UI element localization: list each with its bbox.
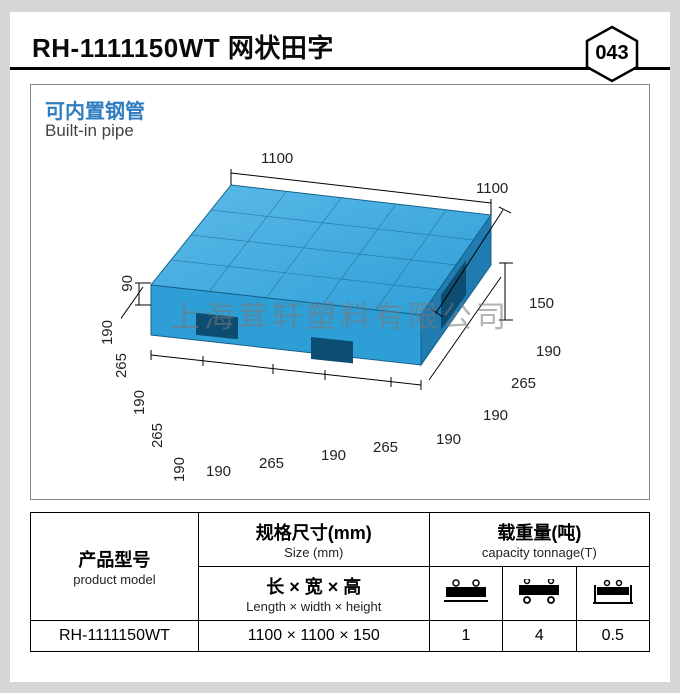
th-size: 规格尺寸(mm) Size (mm) [198,512,429,566]
dim-right-1: 265 [511,375,536,392]
th-capacity: 载重量(吨) capacity tonnage(T) [429,512,649,566]
pipe-note-cn: 可内置钢管 [45,95,145,124]
cell-size: 1100 × 1100 × 150 [198,620,429,651]
dim-front-0: 190 [206,463,231,480]
cap-icon-wheel [503,566,576,620]
figure-frame: 可内置钢管 Built-in pipe [30,84,650,500]
cell-cap1: 1 [429,620,502,651]
spec-table: 产品型号 product model 规格尺寸(mm) Size (mm) 载重… [30,512,650,652]
cap-icon-rack [576,566,649,620]
dim-front-3: 265 [373,439,398,456]
dim-top-left: 1100 [261,150,293,167]
dim-left-2: 190 [131,390,148,415]
rack-load-icon [589,579,637,605]
spec-sheet: RH-1111150WT 网状田字 043 可内置钢管 Built-in pip… [10,12,670,682]
cap-icon-floor [429,566,502,620]
floor-load-icon [442,579,490,605]
dim-top-right: 1100 [476,180,508,197]
th-model: 产品型号 product model [31,512,199,620]
header-bar: RH-1111150WT 网状田字 043 [10,22,670,70]
th-lwh: 长 × 宽 × 高 Length × width × height [198,566,429,620]
dim-height-left: 90 [119,275,136,292]
code-badge: 043 [582,24,642,84]
dim-right-2: 190 [536,343,561,360]
dim-right-0: 190 [483,407,508,424]
dim-height-right: 150 [529,295,554,312]
dim-front-4: 190 [436,431,461,448]
dim-front-2: 190 [321,447,346,464]
code-number: 043 [582,24,642,84]
cell-model: RH-1111150WT [31,620,199,651]
wheel-load-icon [515,579,563,605]
product-title: RH-1111150WT 网状田字 [32,28,334,65]
dim-left-0: 190 [99,320,116,345]
dim-left-1: 265 [113,353,130,378]
dim-front-1: 265 [259,455,284,472]
pipe-note-en: Built-in pipe [45,121,134,141]
dim-left-4: 190 [171,457,188,482]
cell-cap2: 4 [503,620,576,651]
dim-left-3: 265 [149,423,166,448]
cell-cap3: 0.5 [576,620,649,651]
